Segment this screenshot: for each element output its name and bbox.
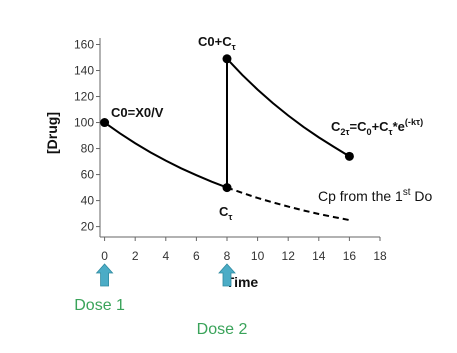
y-tick-label: 80 xyxy=(81,142,95,156)
annotation: C0=X0/V xyxy=(111,105,164,120)
annotation-part: C xyxy=(331,119,341,134)
annotation-part: τ xyxy=(389,127,393,137)
annotation: C2τ=C0+Cτ*e(-kτ) xyxy=(331,117,423,137)
dose-label: Dose 2 xyxy=(197,321,248,338)
line xyxy=(104,56,350,190)
x-tick-label: 16 xyxy=(343,249,357,263)
x-tick-label: 10 xyxy=(251,249,265,263)
x-tick-label: 4 xyxy=(162,249,169,263)
annotation-part: C0=X0/V xyxy=(111,105,164,120)
y-tick-label: 140 xyxy=(74,64,94,78)
annotation-part: (-kτ) xyxy=(405,117,423,127)
annotation-part: Cp from the 1 xyxy=(318,188,403,204)
annotation-part: +C xyxy=(372,119,390,134)
x-tick-label: 14 xyxy=(312,249,326,263)
dose-label: Dose 1 xyxy=(74,297,125,314)
data-point xyxy=(100,118,110,128)
annotation-part: st xyxy=(403,187,411,198)
x-tick-label: 2 xyxy=(132,249,139,263)
annotation-part: 2τ xyxy=(340,127,349,137)
y-tick-label: 120 xyxy=(74,90,94,104)
y-tick-label: 100 xyxy=(74,116,94,130)
annotation-part: τ xyxy=(228,212,232,222)
annotation-part: Do xyxy=(410,188,432,204)
y-axis-label: [Drug] xyxy=(44,112,60,154)
annotation-part: *e xyxy=(393,119,405,134)
y-tick-label: 40 xyxy=(81,194,95,208)
x-tick-label: 8 xyxy=(224,249,231,263)
x-tick-label: 0 xyxy=(101,249,108,263)
y-tick-label: 160 xyxy=(74,38,94,52)
data-point xyxy=(222,183,232,193)
annotation-part: =C xyxy=(350,119,368,134)
annotation: Cp from the 1st Do xyxy=(318,187,432,204)
annotation: Cτ xyxy=(219,204,232,222)
data-point xyxy=(344,151,354,161)
x-tick-label: 18 xyxy=(373,249,387,263)
x-axis-label: Time xyxy=(226,274,259,290)
annotation: C0+Cτ xyxy=(198,34,236,52)
x-tick-label: 6 xyxy=(193,249,200,263)
annotation-part: 0 xyxy=(367,127,372,137)
annotation-part: C xyxy=(219,204,229,219)
dashed-line xyxy=(226,186,350,222)
annotation-part: τ xyxy=(232,42,236,52)
dose-arrow xyxy=(95,263,114,287)
x-tick-label: 12 xyxy=(282,249,296,263)
dose-arrow xyxy=(218,263,236,287)
annotation-part: C0+C xyxy=(198,34,232,49)
y-tick-label: 60 xyxy=(81,168,95,182)
y-tick-label: 20 xyxy=(81,220,95,234)
data-point xyxy=(222,54,232,64)
